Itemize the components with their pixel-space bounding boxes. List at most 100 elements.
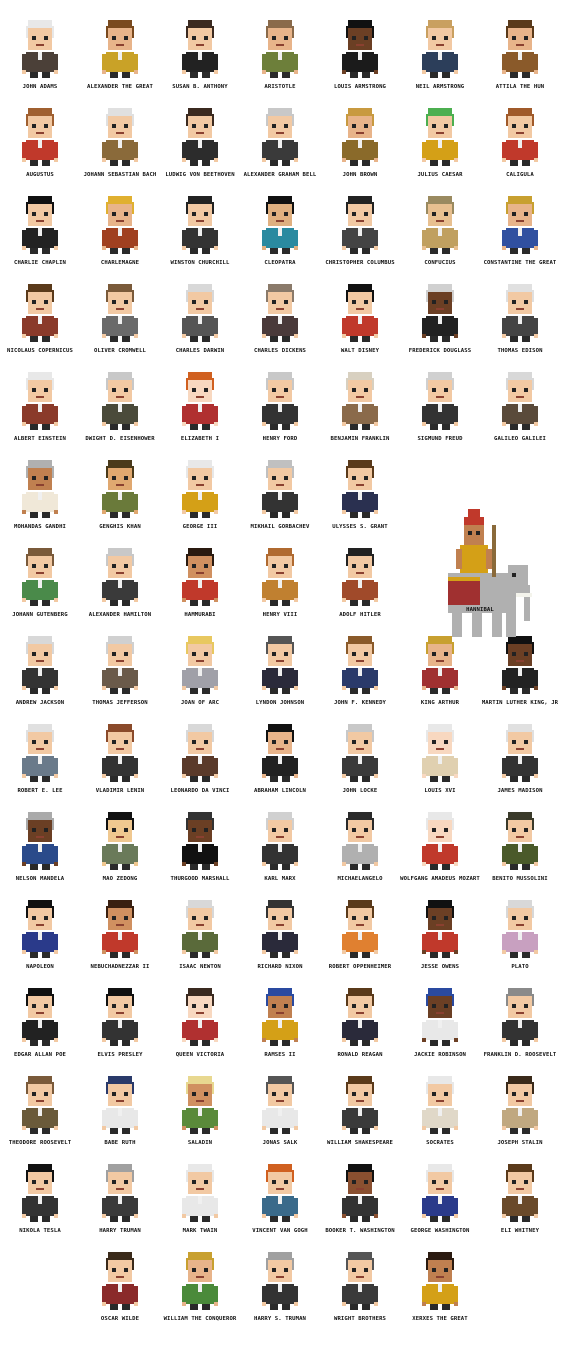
figure-sprite	[502, 636, 538, 694]
figure-sprite	[22, 372, 58, 430]
figure-card: HAMMURABI	[160, 538, 240, 626]
figure-card: ARISTOTLE	[240, 10, 320, 98]
figure-name: ATTILA THE HUN	[495, 84, 545, 90]
figure-card: JESSE OWENS	[400, 890, 480, 978]
figure-sprite	[342, 372, 378, 430]
figure-sprite	[182, 724, 218, 782]
figure-card: MAO ZEDONG	[80, 802, 160, 890]
figure-name: NIKOLA TESLA	[19, 1228, 61, 1234]
figure-sprite	[262, 548, 298, 606]
figure-sprite	[102, 460, 138, 518]
figure-sprite	[262, 1076, 298, 1134]
figure-name: KARL MARX	[264, 876, 296, 882]
figure-name: GEORGE WASHINGTON	[410, 1228, 470, 1234]
figure-sprite	[342, 1164, 378, 1222]
figure-name: EDGAR ALLAN POE	[13, 1052, 67, 1058]
figure-sprite	[22, 636, 58, 694]
figure-name: THOMAS JEFFERSON	[92, 700, 148, 706]
figure-name: BENITO MUSSOLINI	[492, 876, 548, 882]
figure-name: MOHANDAS GANDHI	[13, 524, 67, 530]
figure-name: SUSAN B. ANTHONY	[172, 84, 228, 90]
figure-card: RICHARD NIXON	[240, 890, 320, 978]
figure-sprite	[422, 1164, 458, 1222]
figure-card: GEORGE WASHINGTON	[400, 1154, 480, 1242]
figure-name: NEIL ARMSTRONG	[415, 84, 465, 90]
figure-name: JONAS SALK	[262, 1140, 298, 1146]
figure-card: SALADIN	[160, 1066, 240, 1154]
figure-sprite	[182, 1252, 218, 1310]
figure-sprite	[342, 460, 378, 518]
figure-card: QUEEN VICTORIA	[160, 978, 240, 1066]
figure-name: ELI WHITNEY	[500, 1228, 540, 1234]
figure-name: JOHANN GUTENBERG	[12, 612, 68, 618]
figure-name: ALEXANDER GRAHAM BELL	[243, 172, 317, 178]
figure-card: GALILEO GALILEI	[480, 362, 560, 450]
figure-name: JOHN F. KENNEDY	[333, 700, 387, 706]
figure-card: JONAS SALK	[240, 1066, 320, 1154]
figure-card: MARK TWAIN	[160, 1154, 240, 1242]
figure-card: BOOKER T. WASHINGTON	[320, 1154, 400, 1242]
figure-name: LOUIS XVI	[424, 788, 456, 794]
figure-name: JOSEPH STALIN	[497, 1140, 543, 1146]
figure-card: LEONARDO DA VINCI	[160, 714, 240, 802]
figure-name: MAO ZEDONG	[102, 876, 138, 882]
figure-card: WALT DISNEY	[320, 274, 400, 362]
figure-card: PLATO	[480, 890, 560, 978]
figure-sprite	[102, 812, 138, 870]
figure-name: CHARLES DARWIN	[175, 348, 225, 354]
figure-name: RONALD REAGAN	[337, 1052, 383, 1058]
figure-card: LOUIS XVI	[400, 714, 480, 802]
figure-name: GEORGE III	[182, 524, 218, 530]
figure-sprite	[502, 108, 538, 166]
figure-card: FRANKLIN D. ROOSEVELT	[480, 978, 560, 1066]
figure-card: ELVIS PRESLEY	[80, 978, 160, 1066]
figure-sprite	[262, 812, 298, 870]
figure-name: CALIGULA	[506, 172, 534, 178]
figure-name: CLEOPATRA	[264, 260, 296, 266]
figure-sprite	[22, 1164, 58, 1222]
figure-sprite	[342, 988, 378, 1046]
figure-sprite	[102, 20, 138, 78]
figure-sprite	[262, 724, 298, 782]
figure-card: JOHN F. KENNEDY	[320, 626, 400, 714]
figure-sprite	[182, 20, 218, 78]
figure-sprite	[22, 900, 58, 958]
figure-sprite	[342, 636, 378, 694]
figure-sprite	[182, 196, 218, 254]
figure-sprite	[102, 900, 138, 958]
figure-sprite	[342, 812, 378, 870]
figure-sprite	[262, 108, 298, 166]
figure-name: CONSTANTINE THE GREAT	[483, 260, 557, 266]
figure-card: AUGUSTUS	[0, 98, 80, 186]
figure-sprite	[182, 108, 218, 166]
figure-sprite	[102, 196, 138, 254]
figure-sprite	[262, 284, 298, 342]
figure-sprite	[262, 988, 298, 1046]
figure-card: KARL MARX	[240, 802, 320, 890]
figure-sprite	[102, 724, 138, 782]
figure-sprite	[22, 988, 58, 1046]
figure-sprite	[342, 548, 378, 606]
figure-name: ISAAC NEWTON	[179, 964, 221, 970]
figure-card: JOSEPH STALIN	[480, 1066, 560, 1154]
figure-sprite	[102, 108, 138, 166]
figure-card: LOUIS ARMSTRONG	[320, 10, 400, 98]
figure-card: ELIZABETH I	[160, 362, 240, 450]
figure-name: MARK TWAIN	[182, 1228, 218, 1234]
figure-name: HANNIBAL	[466, 607, 494, 613]
figure-name: JACKIE ROBINSON	[413, 1052, 467, 1058]
figure-sprite	[422, 284, 458, 342]
figure-sprite	[22, 1076, 58, 1134]
figure-card: JOHN LOCKE	[320, 714, 400, 802]
figure-name: OLIVER CROMWELL	[93, 348, 147, 354]
figure-sprite	[422, 1252, 458, 1310]
figure-card: JULIUS CAESAR	[400, 98, 480, 186]
figure-sprite	[22, 284, 58, 342]
figure-sprite	[502, 988, 538, 1046]
figure-card: BENJAMIN FRANKLIN	[320, 362, 400, 450]
figure-name: JOHN ADAMS	[22, 84, 58, 90]
figure-sprite	[182, 1076, 218, 1134]
figure-sprite	[102, 1164, 138, 1222]
figure-card: THOMAS EDISON	[480, 274, 560, 362]
figure-sprite	[182, 988, 218, 1046]
